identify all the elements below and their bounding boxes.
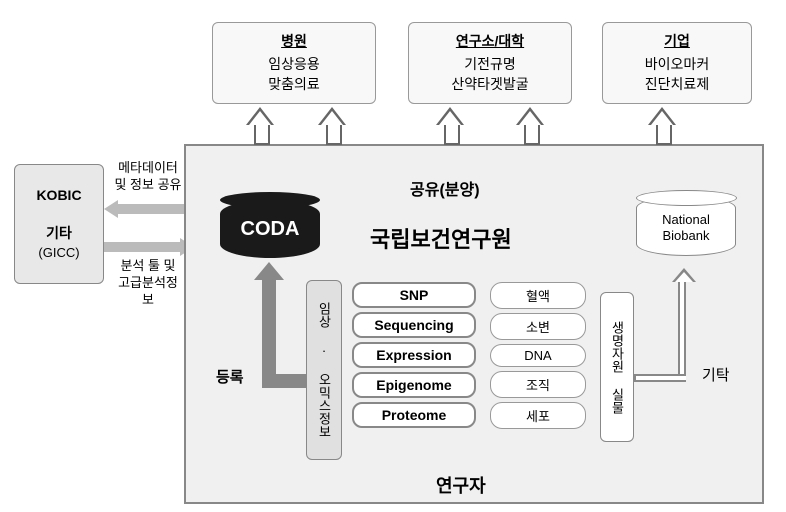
- biobank-l2: Biobank: [663, 228, 710, 244]
- register-label: 등록: [216, 366, 244, 387]
- vert-right-label: 생명자원 실물: [608, 321, 627, 414]
- samples-col: 혈액 소변 DNA 조직 세포: [490, 282, 586, 433]
- top-header: 병원: [281, 32, 307, 52]
- vert-bioresource: 생명자원 실물: [600, 292, 634, 442]
- top-header: 기업: [664, 32, 690, 52]
- top-box-hospital: 병원 임상응용 맞춤의료: [212, 22, 376, 104]
- arrow-up-icon: [318, 107, 346, 145]
- share-label: 공유(분양): [410, 176, 480, 200]
- arrow-up-icon: [516, 107, 544, 145]
- arrow-right-tools: [104, 238, 194, 256]
- biobank-l1: National: [662, 212, 710, 228]
- arrow-left-metadata: [104, 200, 194, 218]
- top-header: 연구소/대학: [456, 32, 524, 52]
- top-line: 기전규명: [464, 55, 516, 75]
- top-box-company: 기업 바이오마커 진단치료제: [602, 22, 752, 104]
- data-epigenome: Epigenome: [352, 372, 476, 398]
- top-line: 진단치료제: [645, 75, 709, 95]
- register-arrow: [262, 278, 276, 388]
- arrow-up-icon: [436, 107, 464, 145]
- vert-clinical-omics: 임상 · 오믹스정보: [306, 280, 342, 460]
- top-line: 바이오마커: [645, 55, 709, 75]
- kobic-label: KOBIC: [36, 186, 81, 206]
- deposit-arrow-horiz: [634, 374, 686, 382]
- researcher-label: 연구자: [436, 472, 486, 498]
- sample-cell: 세포: [490, 402, 586, 429]
- data-expression: Expression: [352, 342, 476, 368]
- sample-urine: 소변: [490, 313, 586, 340]
- gita-label: 기타: [46, 224, 72, 244]
- meta-label: 메타데이터 및 정보 공유: [106, 160, 190, 194]
- tools-label: 분석 툴 및 고급분석정 보: [106, 258, 190, 309]
- deposit-arrow: [678, 282, 686, 382]
- coda-label: CODA: [241, 218, 300, 241]
- sample-tissue: 조직: [490, 371, 586, 398]
- register-arrow-horiz: [262, 374, 306, 388]
- biobank-cylinder: National Biobank: [636, 196, 736, 256]
- vert-left-label: 임상 · 오믹스정보: [315, 302, 334, 438]
- data-sequencing: Sequencing: [352, 312, 476, 338]
- data-snp: SNP: [352, 282, 476, 308]
- sample-dna: DNA: [490, 344, 586, 367]
- sample-blood: 혈액: [490, 282, 586, 309]
- arrow-up-icon: [246, 107, 274, 145]
- deposit-label: 기탁: [702, 364, 730, 385]
- top-line: 임상응용: [268, 55, 320, 75]
- top-box-institute: 연구소/대학 기전규명 산약타겟발굴: [408, 22, 572, 104]
- top-line: 맞춤의료: [268, 75, 320, 95]
- data-proteome: Proteome: [352, 402, 476, 428]
- institute-title: 국립보건연구원: [370, 222, 512, 254]
- left-box-kobic: KOBIC 기타 (GICC): [14, 164, 104, 284]
- gicc-label: (GICC): [38, 244, 79, 262]
- coda-cylinder: CODA: [220, 200, 320, 258]
- data-types-col: SNP Sequencing Expression Epigenome Prot…: [352, 282, 476, 432]
- arrow-up-icon: [648, 107, 676, 145]
- top-line: 산약타겟발굴: [451, 75, 528, 95]
